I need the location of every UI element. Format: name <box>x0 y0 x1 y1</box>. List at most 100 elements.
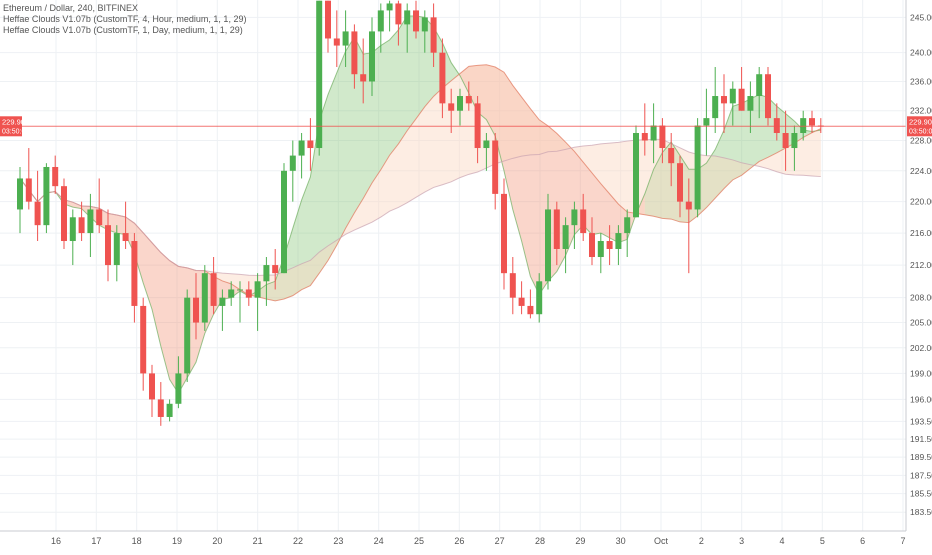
candle-body <box>413 10 419 32</box>
candle-body <box>377 10 384 32</box>
candle-body <box>624 217 631 234</box>
x-tick-label: 30 <box>616 536 626 546</box>
x-tick-label: 4 <box>779 536 784 546</box>
candle-body <box>245 289 252 298</box>
candle-body <box>791 133 798 149</box>
candle-body <box>465 96 472 104</box>
price-marker-right-label: 229.90 <box>909 117 932 126</box>
candle-body <box>685 201 692 210</box>
grid <box>0 0 906 531</box>
candle-body <box>219 297 226 306</box>
x-tick-label: 23 <box>333 536 343 546</box>
y-tick-label: 193.50 <box>910 416 932 426</box>
slow-cloud <box>20 64 821 301</box>
x-tick-label: 24 <box>374 536 384 546</box>
bear-cloud-segment <box>64 199 258 394</box>
candle-body <box>606 241 613 249</box>
x-tick-label: 18 <box>132 536 142 546</box>
candle-body <box>105 225 111 266</box>
candle-body <box>149 373 155 400</box>
candle-body <box>386 3 393 11</box>
candle-body <box>184 297 191 374</box>
candle-body <box>316 0 323 149</box>
candle-body <box>166 403 173 417</box>
candle-body <box>307 140 314 149</box>
candle-body <box>545 209 551 282</box>
candle-body <box>756 74 763 97</box>
candle-body <box>457 96 463 111</box>
candle-body <box>448 103 455 111</box>
y-tick-label: 183.50 <box>910 507 932 517</box>
candle-body <box>193 297 199 323</box>
x-tick-label: 20 <box>212 536 222 546</box>
candle-body <box>175 373 182 404</box>
candle-body <box>641 133 648 141</box>
candle-body <box>747 96 754 111</box>
candle-body <box>122 233 129 242</box>
price-marker-left-countdown: 03:50:07 <box>2 128 29 135</box>
candle-body <box>703 118 710 126</box>
candle-body <box>483 140 490 149</box>
candle-body <box>404 10 411 25</box>
x-tick-label: 26 <box>454 536 464 546</box>
candle-body <box>272 265 279 274</box>
candle-body <box>562 225 569 249</box>
y-tick-label: 208.00 <box>910 293 932 303</box>
candle-body <box>43 166 50 226</box>
candle-body <box>765 74 771 119</box>
candle-body <box>228 289 235 298</box>
candle-body <box>677 163 683 202</box>
candle-body <box>439 52 446 104</box>
y-tick-label: 240.00 <box>910 48 932 58</box>
legend-indicator-2: Heffae Clouds V1.07b (CustomTF, 1, Day, … <box>3 25 243 35</box>
candle-body <box>492 140 499 194</box>
y-tick-label: 191.50 <box>910 434 932 444</box>
candle-body <box>342 31 349 46</box>
bear-cloud-segment <box>460 64 645 295</box>
x-tick-label: 2 <box>699 536 704 546</box>
candle-body <box>351 31 358 75</box>
candle-body <box>201 273 208 323</box>
legend-symbol-title: Ethereum / Dollar, 240, BITFINEX <box>3 3 139 13</box>
candle-body <box>369 31 375 82</box>
candle-body <box>52 166 59 187</box>
candle-body <box>298 140 305 156</box>
candle-body <box>61 186 67 242</box>
candle-body <box>17 178 23 210</box>
candle-body <box>140 305 147 374</box>
price-marker-left <box>0 116 22 137</box>
candle-body <box>289 155 296 171</box>
candle-body <box>589 233 595 258</box>
candle-body <box>34 201 41 226</box>
candle-body <box>395 3 402 25</box>
y-tick-label: 216.00 <box>910 228 932 238</box>
slower-average-line <box>19 138 821 276</box>
chart-legend: Ethereum / Dollar, 240, BITFINEX Heffae … <box>3 3 246 36</box>
candle-body <box>712 96 719 119</box>
candle-body <box>729 88 736 104</box>
candle-body <box>210 273 217 306</box>
candle-body <box>782 133 789 149</box>
y-tick-label: 205.00 <box>910 318 932 328</box>
candle-body <box>360 74 367 82</box>
y-tick-label: 232.00 <box>910 106 932 116</box>
candle-body <box>333 38 340 46</box>
y-tick-label: 189.50 <box>910 452 932 462</box>
candle-body <box>553 209 560 249</box>
bull-cloud-segment <box>257 15 460 301</box>
candle-body <box>509 273 516 298</box>
y-tick-label: 236.00 <box>910 76 932 86</box>
candle-body <box>809 118 815 126</box>
y-tick-label: 187.50 <box>910 470 932 480</box>
x-tick-label: 7 <box>900 536 905 546</box>
candle-body <box>668 148 675 164</box>
x-tick-label: 5 <box>820 536 825 546</box>
fast-average-line <box>19 15 821 395</box>
candle-body <box>281 170 287 274</box>
x-tick-label: 29 <box>575 536 585 546</box>
candle-body <box>721 96 727 104</box>
x-tick-label: 6 <box>860 536 865 546</box>
